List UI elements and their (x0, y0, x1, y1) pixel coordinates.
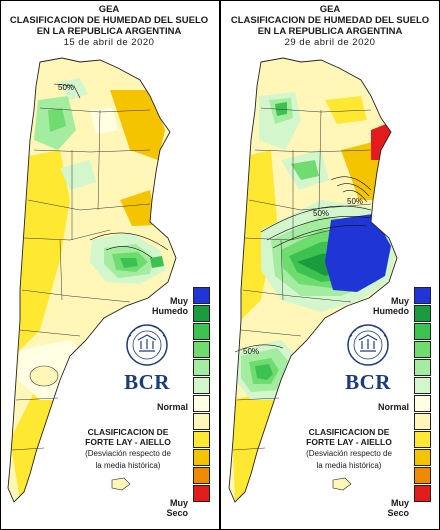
map-panel-april-15: GEA CLASIFICACION DE HUMEDAD DEL SUELO E… (0, 0, 218, 530)
legend-swatch (193, 449, 210, 466)
legend-swatch (414, 449, 431, 466)
title-line-2: EN LA REPUBLICA ARGENTINA (36, 26, 182, 37)
legend-swatch (193, 413, 210, 430)
color-legend (414, 287, 431, 503)
bcr-seal-icon (126, 324, 168, 366)
org-label: GEA (98, 4, 120, 15)
title-line-1: CLASIFICACION DE HUMEDAD DEL SUELO (9, 15, 209, 26)
legend-swatch (193, 395, 210, 412)
source-note: CLASIFICACION DE FORTE LAY - AIELLO (Des… (306, 427, 392, 470)
contour-label: 50% (347, 197, 363, 206)
legend-swatch (193, 485, 210, 502)
panel-divider (219, 0, 221, 530)
legend-swatch (414, 341, 431, 358)
color-legend (193, 287, 210, 503)
title-line-1: CLASIFICACION DE HUMEDAD DEL SUELO (230, 15, 430, 26)
legend-swatch (414, 485, 431, 502)
bcr-seal-icon (347, 324, 389, 366)
legend-label-very-dry: Muy Seco (387, 498, 409, 518)
legend-label-normal: Normal (377, 402, 409, 412)
legend-label-very-wet: Muy Humedo (373, 296, 409, 316)
legend-swatch (193, 431, 210, 448)
legend-label-very-dry: Muy Seco (166, 498, 188, 518)
contour-label: 50% (313, 209, 329, 218)
org-label: GEA (319, 4, 341, 15)
source-note: CLASIFICACION DE FORTE LAY - AIELLO (Des… (85, 427, 171, 470)
soil-moisture-map: 50% 50% 50% (228, 57, 398, 503)
legend-swatch (414, 287, 431, 304)
date-label: 29 de abril de 2020 (284, 37, 376, 48)
map-panel-april-29: GEA CLASIFICACION DE HUMEDAD DEL SUELO E… (221, 0, 439, 530)
legend-swatch (193, 359, 210, 376)
legend-swatch (193, 323, 210, 340)
legend-swatch (414, 467, 431, 484)
contour-label: 50% (243, 347, 259, 356)
legend-swatch (193, 305, 210, 322)
date-label: 15 de abril de 2020 (63, 37, 155, 48)
legend-swatch (193, 467, 210, 484)
legend-swatch (414, 323, 431, 340)
legend-swatch (414, 305, 431, 322)
legend-swatch (193, 341, 210, 358)
legend-label-normal: Normal (156, 402, 188, 412)
title-line-2: EN LA REPUBLICA ARGENTINA (257, 26, 403, 37)
legend-swatch (414, 395, 431, 412)
soil-moisture-map: 50% (7, 57, 177, 503)
legend-label-very-wet: Muy Humedo (152, 296, 188, 316)
contour-label: 50% (58, 83, 74, 92)
legend-swatch (414, 431, 431, 448)
panel-header: GEA CLASIFICACION DE HUMEDAD DEL SUELO E… (0, 4, 218, 48)
legend-swatch (414, 359, 431, 376)
legend-swatch (193, 287, 210, 304)
legend-swatch (414, 377, 431, 394)
legend-swatch (193, 377, 210, 394)
panel-header: GEA CLASIFICACION DE HUMEDAD DEL SUELO E… (221, 4, 439, 48)
legend-swatch (414, 413, 431, 430)
